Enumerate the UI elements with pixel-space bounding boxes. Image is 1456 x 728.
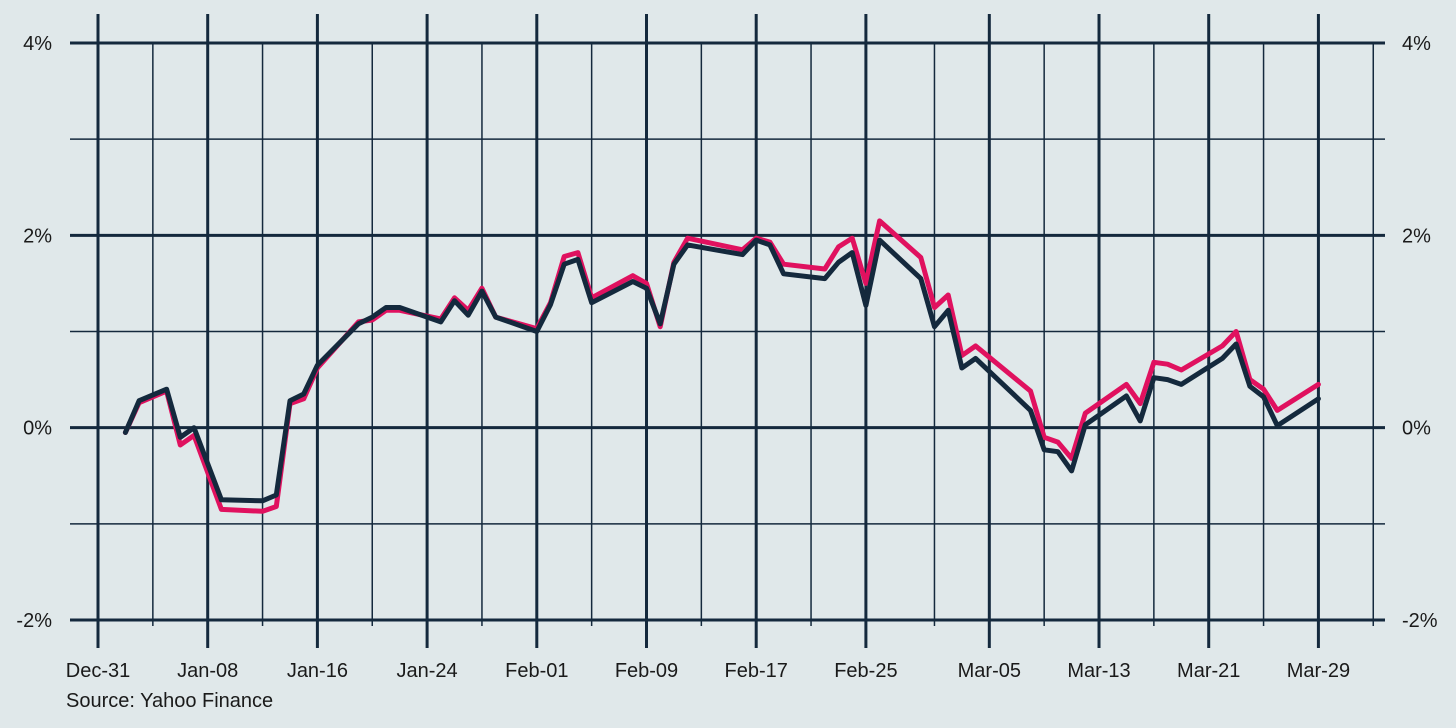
y-tick-label-left: -2% (16, 610, 52, 632)
x-tick-label: Mar-13 (1067, 660, 1130, 682)
y-tick-label-left: 0% (23, 418, 52, 440)
x-tick-label: Mar-21 (1177, 660, 1240, 682)
x-tick-label: Jan-24 (397, 660, 458, 682)
source-note: Source: Yahoo Finance (66, 690, 274, 712)
y-tick-label-left: 4% (23, 33, 52, 55)
x-tick-label: Feb-17 (725, 660, 788, 682)
y-tick-label-right: -2% (1402, 610, 1438, 632)
x-tick-label: Mar-29 (1287, 660, 1350, 682)
series-line-1 (122, 218, 1321, 514)
x-tick-label: Jan-08 (177, 660, 238, 682)
x-tick-label: Jan-16 (287, 660, 348, 682)
x-tick-label: Mar-05 (958, 660, 1021, 682)
x-tick-label: Dec-31 (66, 660, 130, 682)
series-line-2 (122, 237, 1321, 504)
x-tick-label: Feb-09 (615, 660, 678, 682)
y-tick-label-left: 2% (23, 225, 52, 247)
x-tick-label: Feb-25 (834, 660, 897, 682)
x-tick-label: Feb-01 (505, 660, 568, 682)
y-tick-label-right: 2% (1402, 225, 1431, 247)
y-tick-label-right: 0% (1402, 418, 1431, 440)
y-tick-label-right: 4% (1402, 33, 1431, 55)
